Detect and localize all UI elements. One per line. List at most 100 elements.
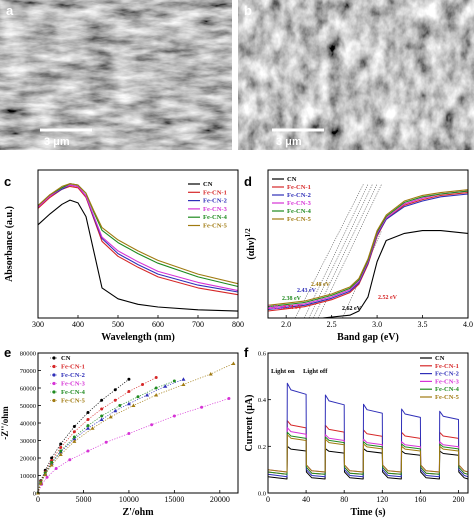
chart-c-legend-label: Fe-CN-3 <box>203 206 228 213</box>
chart-f-legend-label: Fe-CN-2 <box>435 371 459 378</box>
data-point-Fe-CN-5 <box>154 393 159 397</box>
chart-photocurrent: 0 40 80 120 160 200 0.0 0.2 0.4 0.6 Time (s) Curren… <box>244 351 469 518</box>
chart-d-ylabel-superscript: 1/2 <box>244 228 252 237</box>
series-line-Fe-CN-5 <box>267 189 469 306</box>
chart-e-ylabel: -Z''/ohm <box>0 406 10 440</box>
chart-e-xtick-label: 20000 <box>210 495 230 504</box>
data-point-CN <box>100 398 104 402</box>
data-point-Fe-CN-5 <box>208 372 213 376</box>
data-point-Fe-CN-1 <box>86 418 90 421</box>
data-point-Fe-CN-1 <box>141 383 145 386</box>
chart-e-legend-label: Fe-CN-5 <box>61 398 86 405</box>
chart-f-xtick-label: 160 <box>414 495 426 504</box>
data-point-Fe-CN-3 <box>68 458 72 462</box>
chart-f-annotation-light-off: Light off <box>303 368 328 375</box>
data-point-Fe-CN-2 <box>113 408 118 413</box>
chart-d-annotation: 2.32 eV <box>268 305 288 311</box>
chart-d-frame <box>267 169 469 319</box>
data-point-Fe-CN-5 <box>231 361 236 365</box>
data-point-Fe-CN-5 <box>38 481 43 485</box>
chart-c-legend-label: Fe-CN-2 <box>203 198 227 205</box>
chart-d-legend-label: Fe-CN-2 <box>287 192 311 199</box>
chart-e-ytick-label: 30000 <box>20 438 36 445</box>
chart-f-xtick-label: 200 <box>452 495 464 504</box>
chart-e-ytick-label: 20000 <box>20 456 36 463</box>
chart-f-xtick-label: 0 <box>266 495 270 504</box>
series-line-Fe-CN-4 <box>37 183 239 288</box>
chart-f-legend-label: Fe-CN-4 <box>435 386 460 393</box>
chart-e-ytick-label: 50000 <box>20 403 36 410</box>
chart-d-legend-label: Fe-CN-1 <box>287 184 311 191</box>
data-point-Fe-CN-2 <box>145 393 150 397</box>
chart-e-xtick-label: 0 <box>36 495 40 504</box>
chart-e-legend-label: Fe-CN-4 <box>61 389 86 396</box>
data-point-Fe-CN-4 <box>86 424 90 428</box>
series-line-Fe-CN-5 <box>267 434 469 473</box>
chart-e-xtick-label: 15000 <box>164 495 184 504</box>
chart-e-ytick-label: 10000 <box>20 473 36 480</box>
chart-nyquist: 0 5000 10000 15000 20000 0 10000 20000 30000 4000… <box>0 351 239 518</box>
chart-f-legend-label: Fe-CN-1 <box>435 363 459 370</box>
chart-d-annotation: 2.24 eV <box>283 305 303 311</box>
data-point-CN <box>86 411 90 414</box>
chart-e-xlabel: Z'/ohm <box>122 507 154 518</box>
chart-c-legend-label: Fe-CN-4 <box>203 214 228 221</box>
chart-c-legend-label: Fe-CN-5 <box>203 223 228 230</box>
data-point-Fe-CN-1 <box>127 390 131 393</box>
chart-d-ylabel: (αhν)1/2 <box>244 228 257 260</box>
chart-d-annotation: 2.52 eV <box>378 295 398 301</box>
chart-d-legend-label: Fe-CN-4 <box>287 208 312 215</box>
chart-c-xtick-label: 600 <box>152 320 164 329</box>
data-point-Fe-CN-4 <box>172 379 176 383</box>
data-point-Fe-CN-5 <box>108 414 113 419</box>
panel-f-label: f <box>244 345 249 360</box>
data-point-Fe-CN-1 <box>154 376 158 379</box>
data-point-CN <box>127 377 131 381</box>
data-point-CN <box>113 388 117 392</box>
data-point-Fe-CN-3 <box>227 397 231 400</box>
chart-e-xtick-label: 5000 <box>75 495 91 504</box>
chart-c-ylabel: Absorbance (a.u.) <box>4 206 15 282</box>
chart-d-legend-label: CN <box>287 176 297 183</box>
series-line-Fe-CN-5 <box>37 183 239 285</box>
chart-absorbance: 300 400 500 600 700 800 Wavelength (nm) Absorba… <box>4 169 244 343</box>
chart-d-tangent-line <box>342 230 382 319</box>
data-point-Fe-CN-1 <box>59 446 63 449</box>
chart-f-ylabel: Current (μA) <box>244 395 255 452</box>
data-point-Fe-CN-2 <box>99 417 104 421</box>
chart-f-xtick-label: 120 <box>376 495 388 504</box>
chart-c-legend-label: CN <box>203 181 213 188</box>
chart-d-xtick-label: 4.0 <box>463 320 473 329</box>
data-point-Fe-CN-5 <box>43 472 48 477</box>
chart-e-legend-label: Fe-CN-2 <box>61 372 85 379</box>
chart-d-xtick-label: 2.5 <box>327 320 337 329</box>
chart-f-ytick-label: 0.6 <box>258 351 267 358</box>
data-point-Fe-CN-5 <box>49 463 54 467</box>
data-point-Fe-CN-2 <box>181 377 186 381</box>
data-point-Fe-CN-4 <box>50 460 54 464</box>
data-point-Fe-CN-1 <box>72 430 76 434</box>
chart-e-ytick-label: 80000 <box>20 351 36 358</box>
chart-e-xtick-label: 10000 <box>119 495 139 504</box>
chart-f-xtick-label: 40 <box>302 495 310 504</box>
chart-f-ytick-label: 0.4 <box>258 397 267 404</box>
data-point-Fe-CN-4 <box>118 404 122 407</box>
chart-f-legend-label: CN <box>435 355 445 362</box>
panel-a-scale-label: 3 μm <box>44 136 70 148</box>
data-point-Fe-CN-2 <box>86 426 90 430</box>
data-point-Fe-CN-2 <box>163 384 168 388</box>
panel-e-label: e <box>4 345 11 360</box>
data-point-Fe-CN-2 <box>126 401 131 406</box>
panel-d-label: d <box>244 174 252 189</box>
data-point-Fe-CN-5 <box>131 403 136 407</box>
chart-c-xtick-label: 800 <box>232 320 244 329</box>
data-point-CN <box>72 425 76 428</box>
data-point-Fe-CN-3 <box>172 414 176 418</box>
data-point-Fe-CN-5 <box>58 452 63 456</box>
chart-f-legend-label: Fe-CN-5 <box>435 394 460 401</box>
data-point-CN <box>59 442 63 446</box>
chart-e-legend-label: Fe-CN-3 <box>61 381 86 388</box>
data-point-Fe-CN-3 <box>45 475 49 479</box>
chart-f-xlabel: Time (s) <box>350 507 385 518</box>
